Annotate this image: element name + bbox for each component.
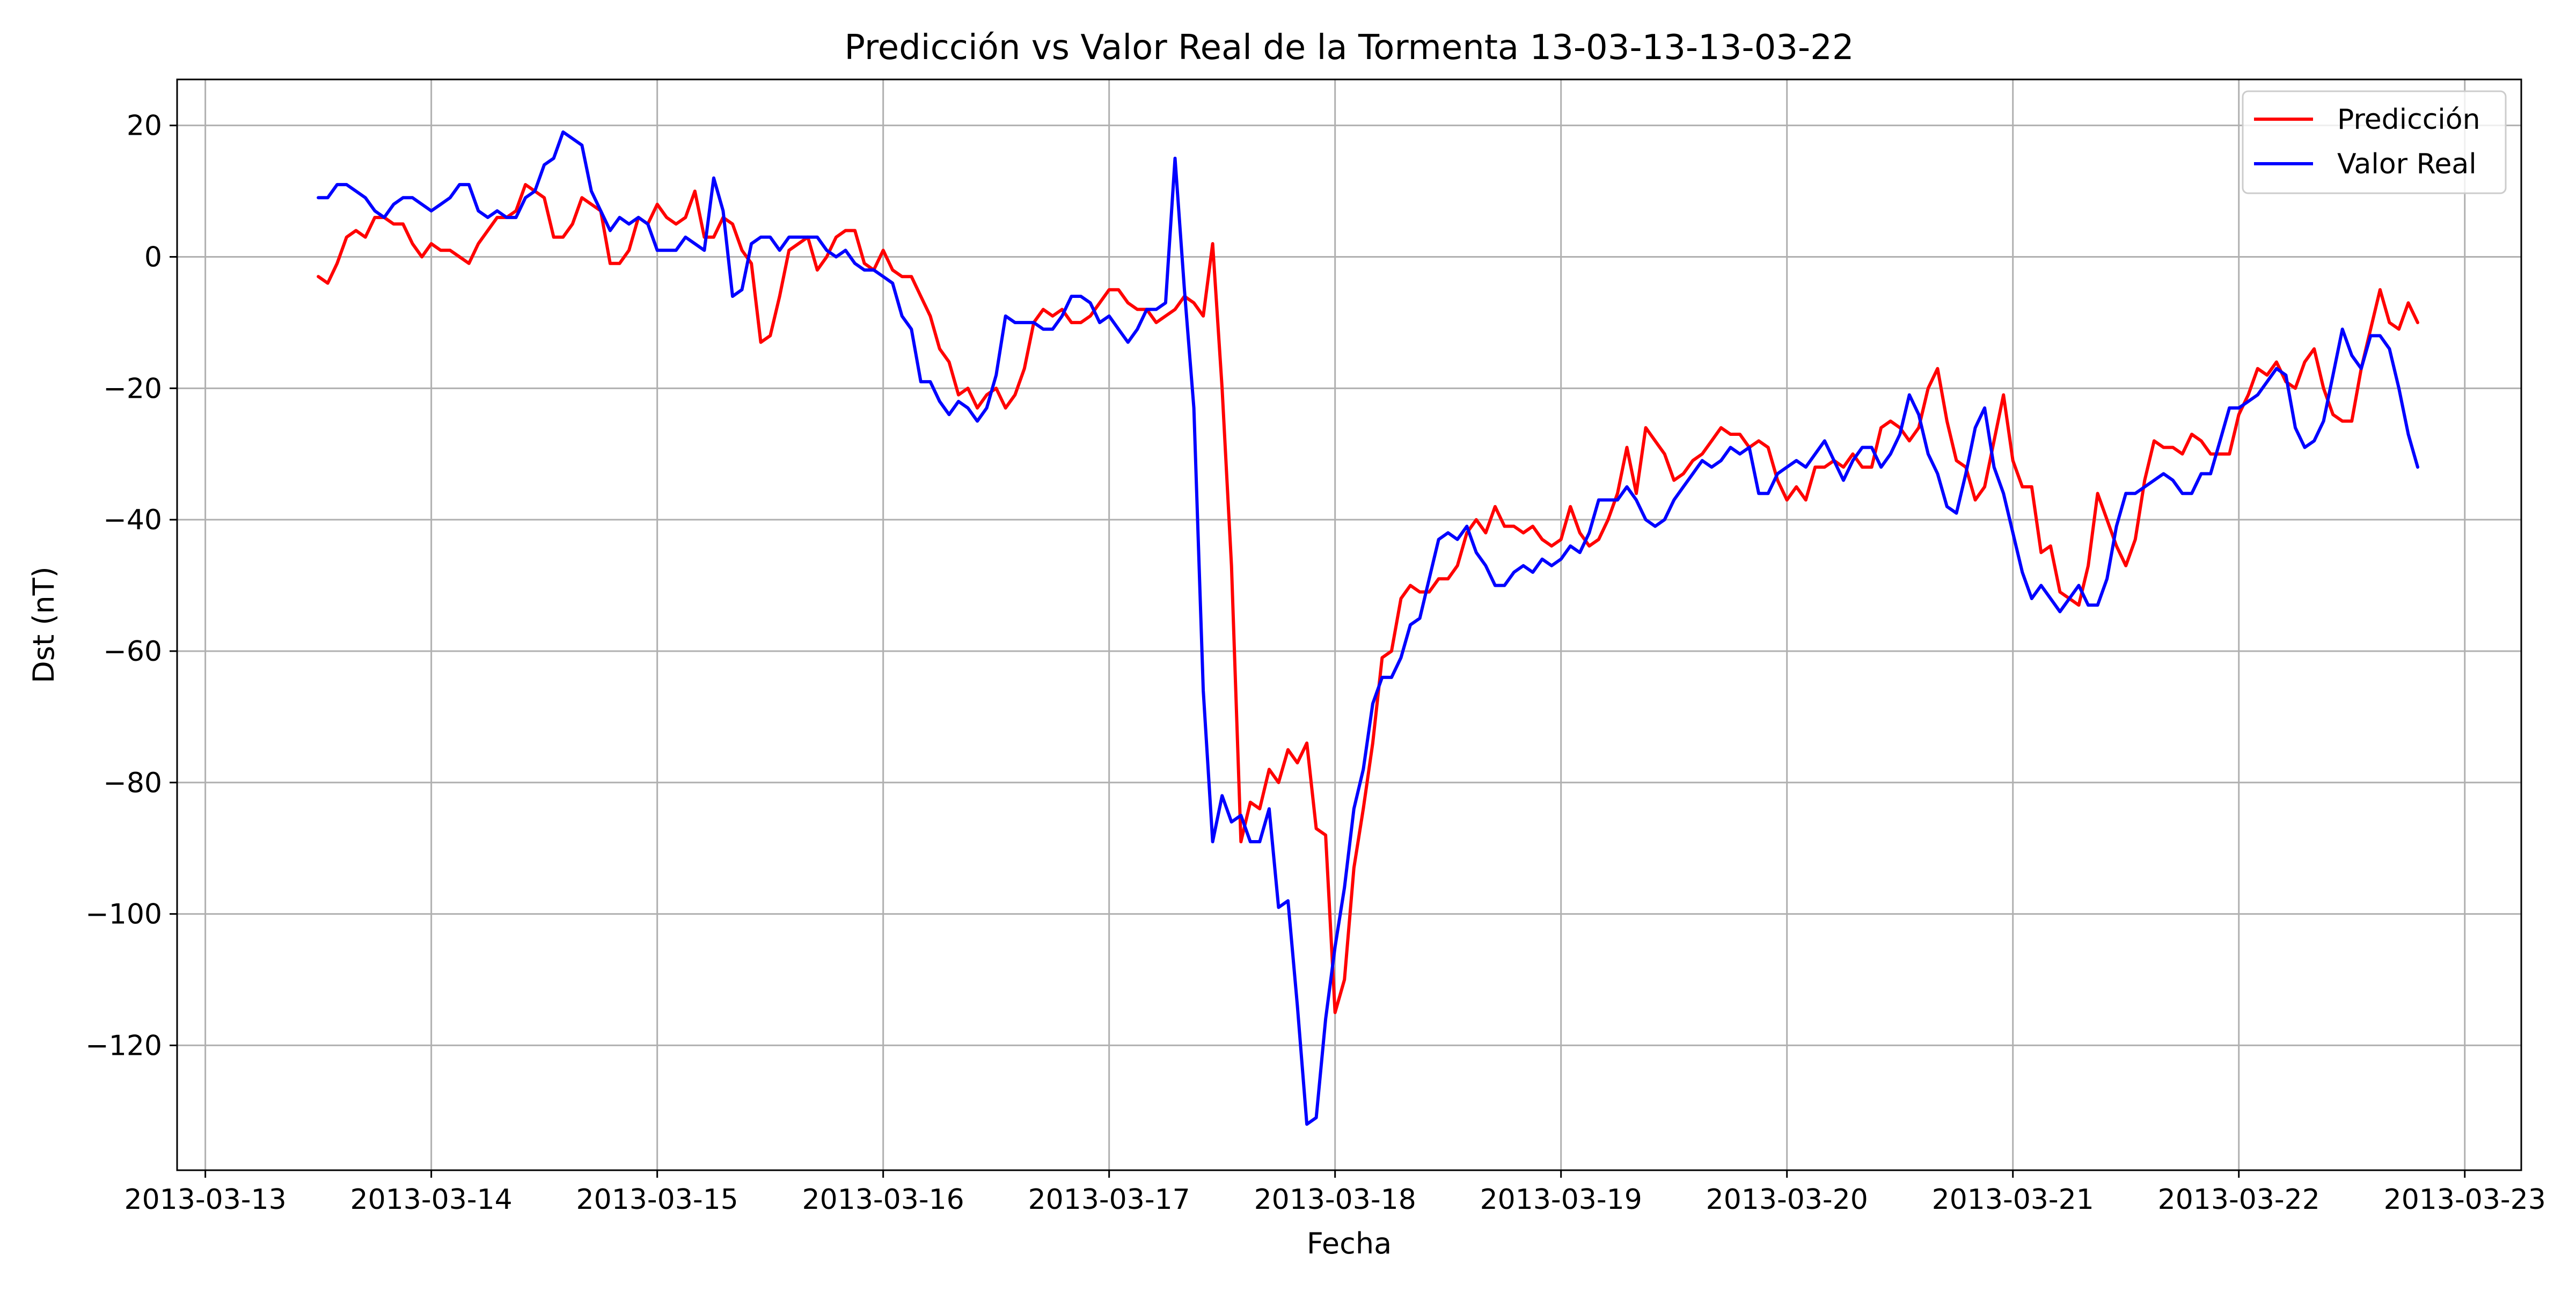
series-line-prediccion — [317, 183, 2419, 1015]
y-tick-label: −20 — [103, 373, 162, 405]
x-tick-label: 2013-03-17 — [1028, 1184, 1190, 1216]
y-tick-label: −120 — [85, 1030, 162, 1062]
x-tick-label: 2013-03-18 — [1254, 1184, 1416, 1216]
x-tick-label: 2013-03-15 — [576, 1184, 738, 1216]
y-axis-label: Dst (nT) — [27, 566, 61, 683]
x-tick-label: 2013-03-23 — [2384, 1184, 2546, 1216]
x-tick-label: 2013-03-16 — [802, 1184, 964, 1216]
y-tick-label: −40 — [103, 504, 162, 536]
series-line-valor-real — [317, 130, 2419, 1126]
y-tick-label: 20 — [127, 110, 162, 142]
y-tick-label: −80 — [103, 767, 162, 799]
y-tick-label: 0 — [144, 242, 162, 274]
x-tick-label: 2013-03-13 — [125, 1184, 287, 1216]
series-lines — [317, 130, 2419, 1126]
legend-label-prediccion: Predicción — [2337, 104, 2480, 136]
x-tick-label: 2013-03-14 — [350, 1184, 513, 1216]
x-tick-label: 2013-03-20 — [1706, 1184, 1868, 1216]
axis-ticks: 2013-03-13 2013-03-14 2013-03-15 2013-03-16… — [85, 110, 2546, 1216]
legend-label-valor-real: Valor Real — [2337, 148, 2477, 180]
x-tick-label: 2013-03-19 — [1480, 1184, 1642, 1216]
x-tick-label: 2013-03-22 — [2158, 1184, 2320, 1216]
legend: Predicción Valor Real — [2242, 90, 2507, 194]
x-axis-label: Fecha — [1307, 1227, 1392, 1260]
y-tick-label: −60 — [103, 636, 162, 668]
y-tick-label: −100 — [85, 899, 162, 931]
x-tick-label: 2013-03-21 — [1932, 1184, 2094, 1216]
plot-area-frame — [176, 78, 2522, 1171]
legend-box — [2242, 90, 2507, 194]
chart-title: Predicción vs Valor Real de la Tormenta … — [844, 28, 1854, 68]
